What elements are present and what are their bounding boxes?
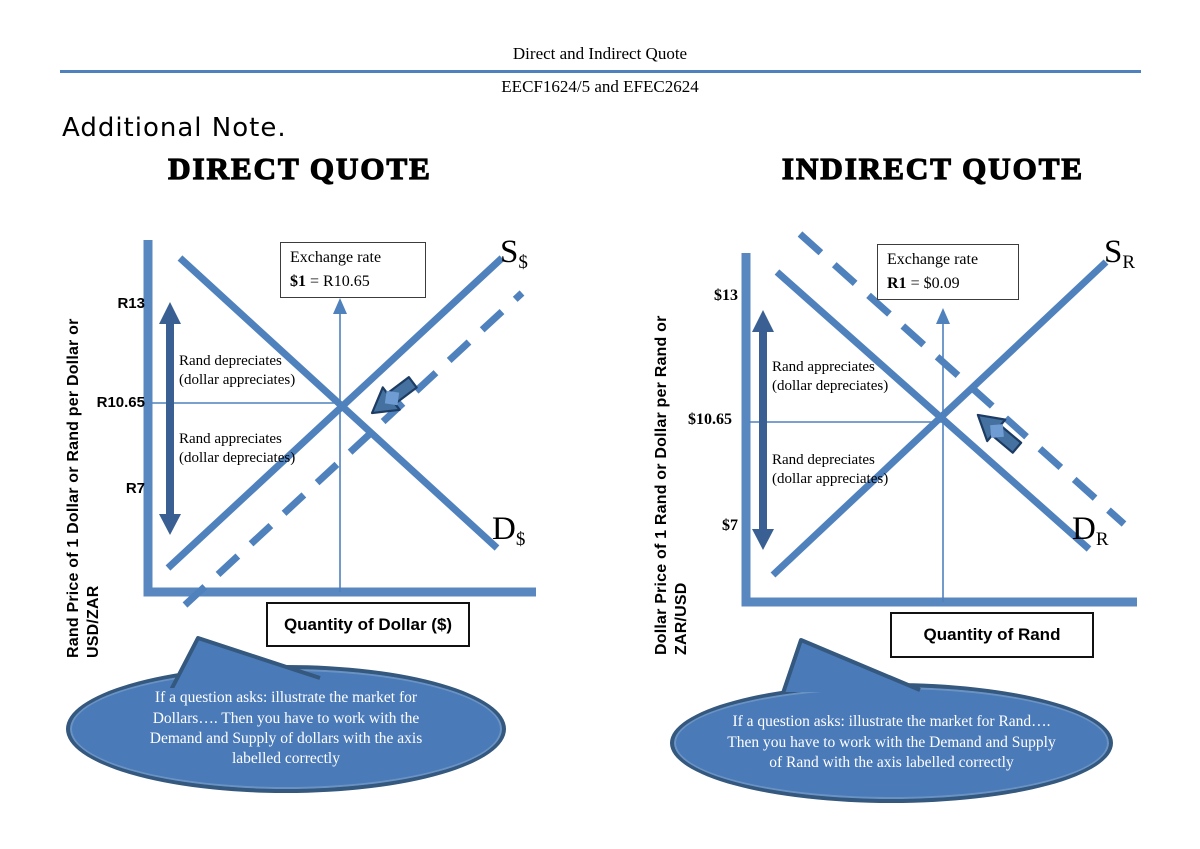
direct-shift-block-arrow-icon [370, 376, 418, 415]
direct-exchange-rhs: = R10.65 [306, 273, 370, 290]
direct-demand-curve [177, 255, 500, 551]
indirect-note-bubble: If a question asks: illustrate the marke… [670, 683, 1113, 803]
direct-demand-letter: D [492, 511, 516, 547]
direct-supply-letter: S [500, 234, 519, 270]
direct-tick-mid: R10.65 [96, 394, 145, 411]
indirect-supply-sub: R [1122, 252, 1136, 273]
indirect-annotation-upper: Rand appreciates (dollar depreciates) [772, 359, 889, 395]
direct-annotation-lower: Rand appreciates (dollar depreciates) [179, 431, 296, 467]
header-divider [60, 70, 1141, 73]
indirect-exchange-rate-box: Exchange rate R1 = $0.09 [877, 244, 1019, 300]
direct-demand-label: D$ [492, 511, 525, 551]
indirect-exchange-rhs: = $0.09 [906, 275, 960, 292]
indirect-price-range-arrow-bottom-icon [752, 529, 774, 550]
direct-axes [143, 240, 536, 597]
direct-exchange-rate-box: Exchange rate $1 = R10.65 [280, 242, 426, 298]
indirect-x-axis-title-box: Quantity of Rand [890, 612, 1094, 658]
direct-supply-sub: $ [518, 252, 528, 273]
indirect-tick-high: $13 [714, 287, 738, 304]
indirect-tick-low: $7 [722, 517, 738, 534]
direct-y-axis-title-line1: Rand Price of 1 Dollar or Rand per Dolla… [65, 318, 82, 658]
indirect-supply-label: SR [1104, 234, 1135, 274]
indirect-bubble-tail-icon [781, 638, 921, 692]
direct-price-range-arrow-top-icon [159, 302, 181, 324]
direct-annotation-upper: Rand depreciates (dollar appreciates) [179, 353, 296, 389]
indirect-shifted-demand-curve-dashed [797, 231, 1127, 527]
direct-x-axis-title-box: Quantity of Dollar ($) [266, 602, 470, 647]
direct-bubble-tail-icon [169, 636, 321, 688]
direct-note-bubble: If a question asks: illustrate the marke… [66, 665, 506, 793]
indirect-axes [741, 253, 1137, 607]
indirect-demand-letter: D [1072, 511, 1096, 547]
direct-up-arrowhead-icon [333, 298, 347, 314]
direct-price-range-arrow-bottom-icon [159, 514, 181, 535]
indirect-up-arrowhead-icon [936, 308, 950, 324]
direct-note-bubble-text: If a question asks: illustrate the marke… [149, 689, 423, 768]
indirect-demand-curve [774, 269, 1092, 552]
page-title: Direct and Indirect Quote [512, 44, 688, 63]
indirect-y-axis-title: Dollar Price of 1 Rand or Dollar per Ran… [652, 223, 692, 655]
indirect-y-axis-title-line1: Dollar Price of 1 Rand or Dollar per Ran… [653, 315, 670, 655]
indirect-note-bubble-text: If a question asks: illustrate the marke… [727, 713, 1056, 772]
indirect-annotation-lower: Rand depreciates (dollar appreciates) [772, 452, 889, 488]
direct-demand-sub: $ [515, 529, 526, 550]
indirect-demand-sub: R [1095, 529, 1109, 550]
indirect-supply-letter: S [1104, 234, 1123, 270]
indirect-demand-label: DR [1072, 511, 1109, 551]
direct-shifted-supply-curve-dashed [182, 290, 525, 608]
direct-quote-diagram [143, 240, 536, 608]
indirect-price-range-arrow-top-icon [752, 310, 774, 332]
indirect-quote-diagram [741, 231, 1137, 607]
additional-note-label: Additional Note. [62, 113, 287, 143]
direct-supply-curve [165, 255, 505, 571]
direct-tick-high: R13 [117, 295, 145, 312]
indirect-tick-mid: $10.65 [688, 411, 732, 428]
direct-exchange-rate-title: Exchange rate [290, 249, 382, 266]
indirect-quote-title: INDIRECT QUOTE [781, 150, 1085, 186]
direct-supply-label: S$ [500, 234, 528, 274]
direct-quote-title: DIRECT QUOTE [167, 150, 432, 186]
indirect-exchange-rate-title: Exchange rate [887, 251, 979, 268]
direct-y-axis-units: USD/ZAR [85, 585, 102, 658]
direct-y-axis-title: Rand Price of 1 Dollar or Rand per Dolla… [64, 226, 104, 658]
indirect-exchange-lhs: R1 [887, 275, 907, 292]
course-code: EECF1624/5 and EFEC2624 [501, 77, 699, 96]
indirect-shift-block-arrow-icon [976, 413, 1023, 454]
indirect-y-axis-units: ZAR/USD [673, 582, 690, 655]
direct-tick-low: R7 [125, 480, 145, 497]
direct-exchange-lhs: $1 [290, 273, 306, 290]
